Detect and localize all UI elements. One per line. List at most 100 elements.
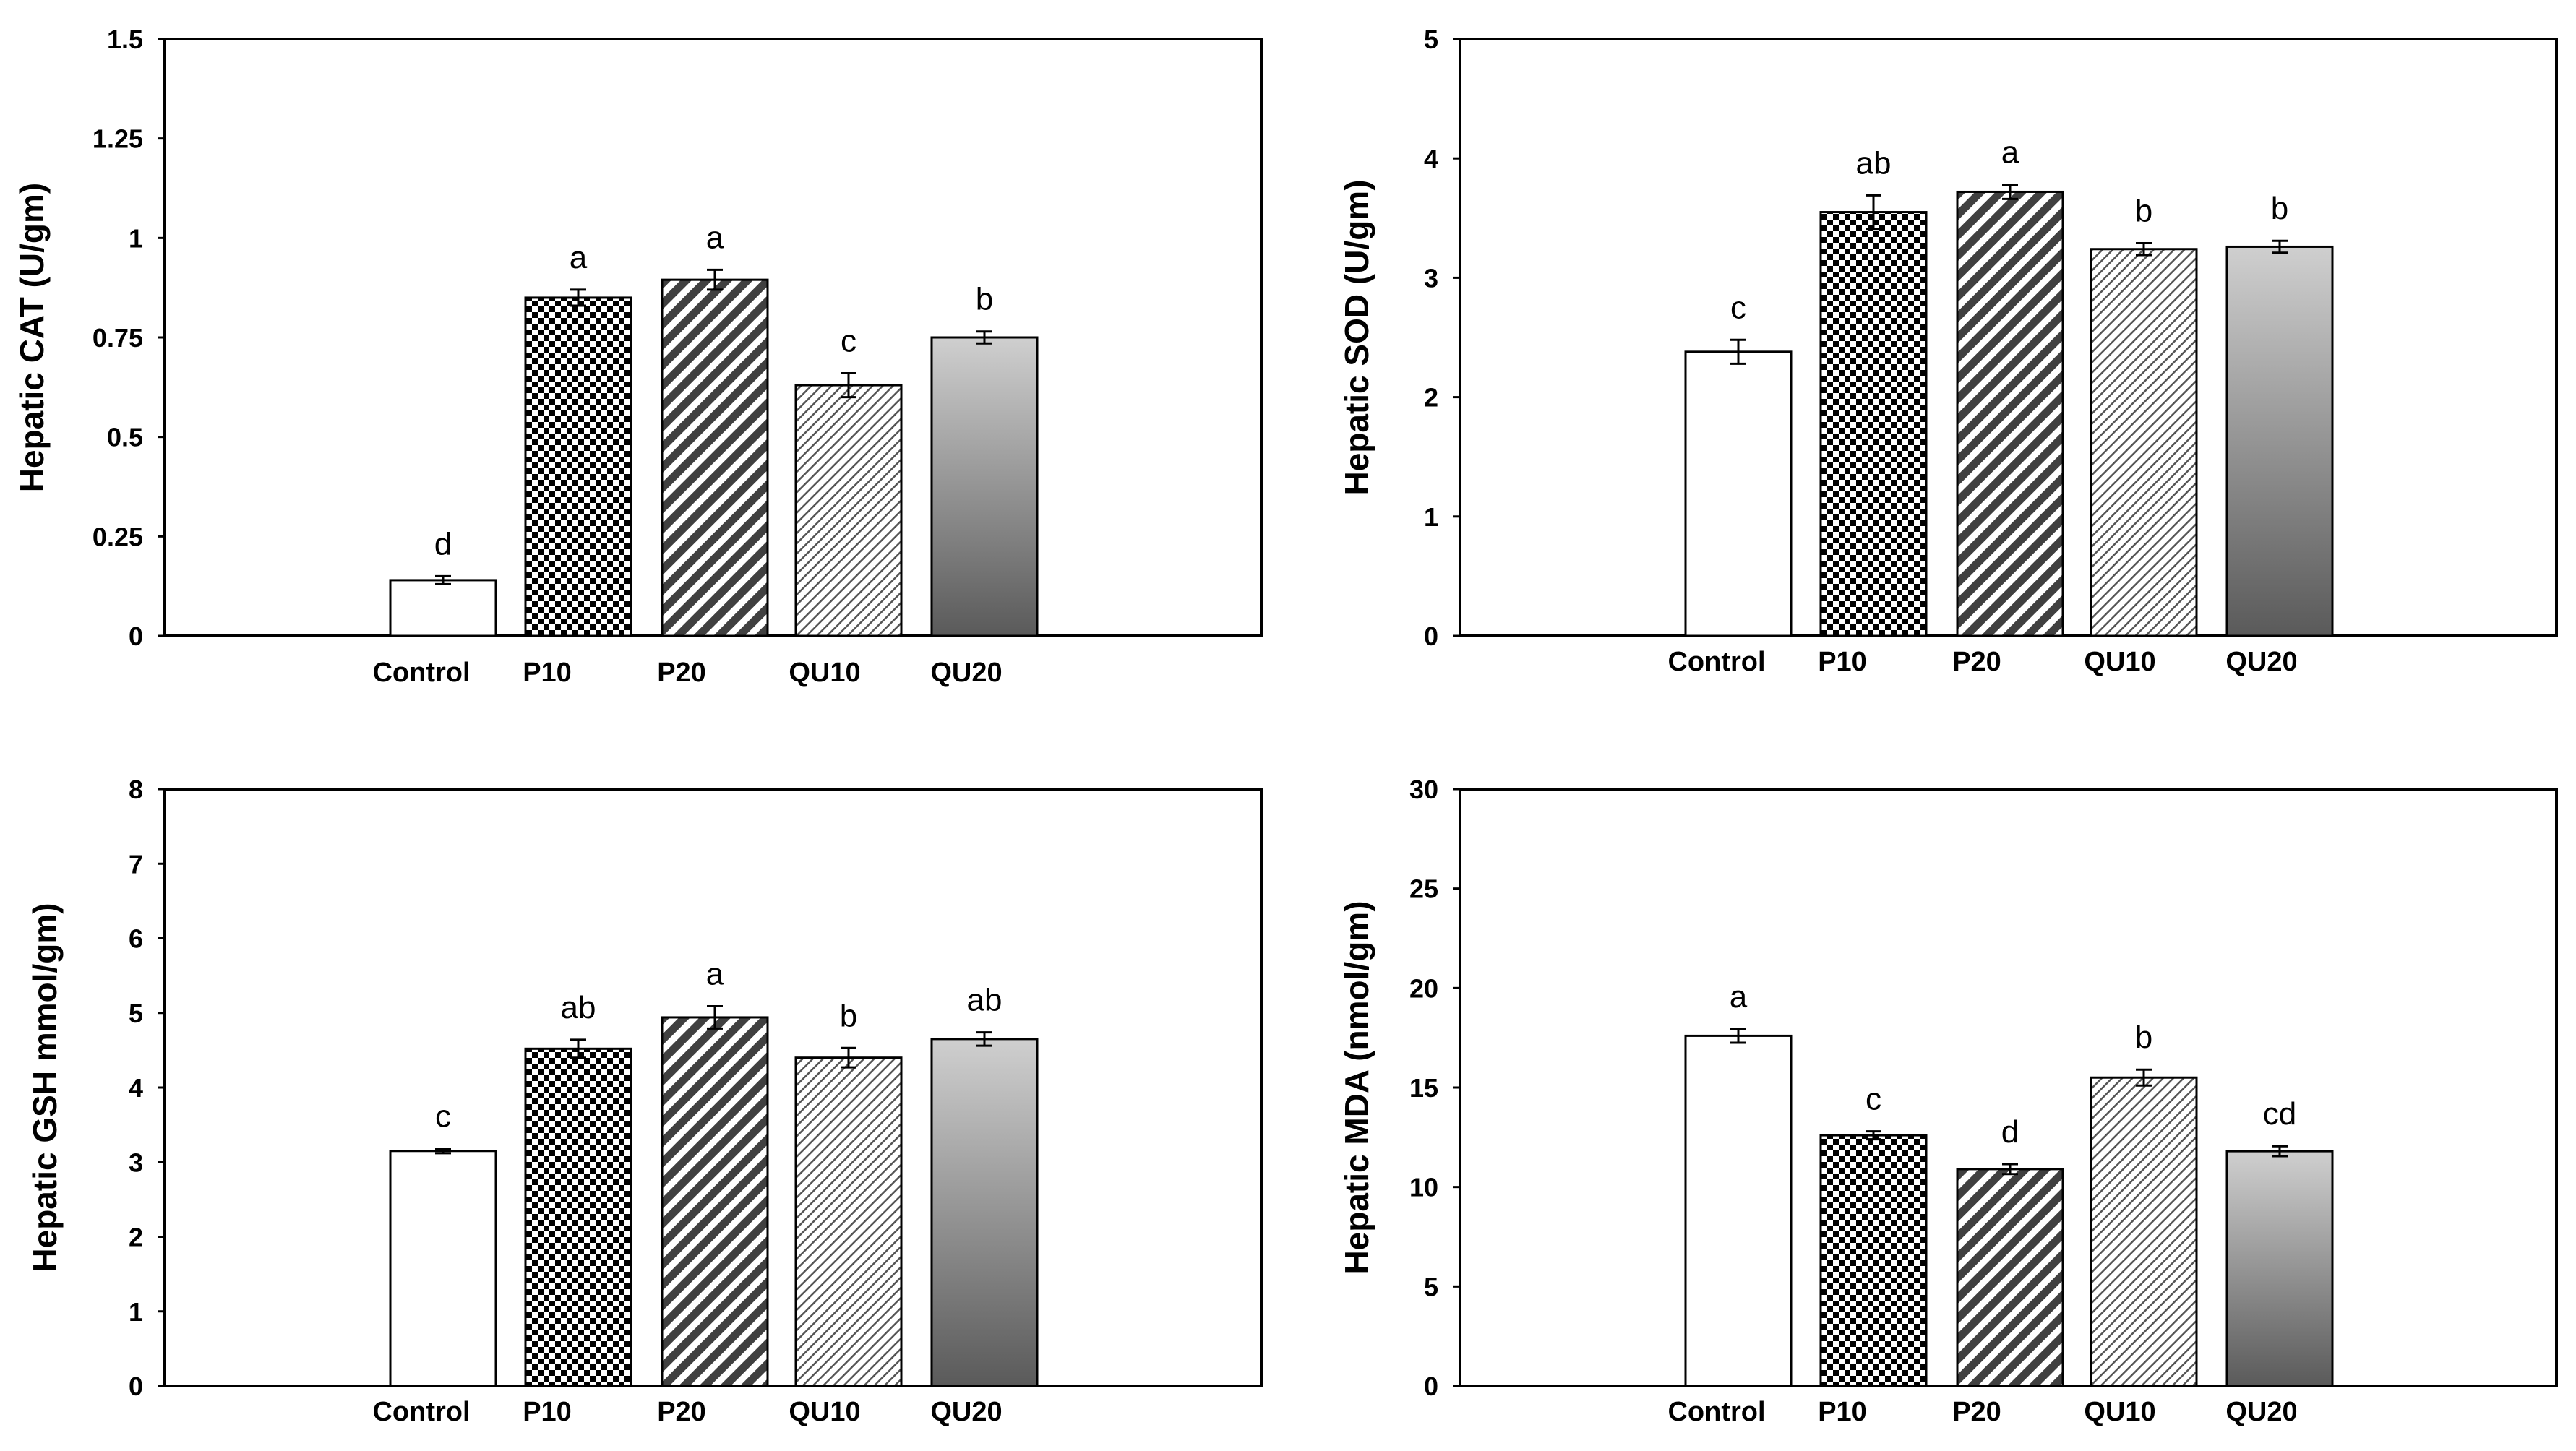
x-category-label: Control (1667, 647, 1765, 677)
y-axis-title: Hepatic CAT (U/gm) (13, 183, 51, 493)
y-tick-label: 3 (1424, 263, 1438, 293)
x-category-label: QU10 (2084, 1397, 2155, 1427)
y-tick-label: 4 (1424, 144, 1438, 173)
bar-control (1684, 1034, 1793, 1387)
x-category-label: QU20 (2225, 647, 2297, 677)
y-tick-label: 1.5 (107, 25, 143, 54)
significance-letter: b (2271, 191, 2288, 226)
y-axis-title: Hepatic MDA (nmol/gm) (1338, 900, 1375, 1274)
x-category-label: P10 (523, 658, 572, 688)
significance-letter: a (1730, 979, 1748, 1015)
significance-letter: a (570, 240, 588, 275)
x-category-label: P20 (657, 1397, 706, 1427)
x-category-label: QU20 (2225, 1397, 2297, 1427)
y-tick-label: 2 (1424, 383, 1438, 413)
bar-p10 (1819, 1134, 1928, 1387)
y-tick-label: 0 (1424, 1372, 1438, 1401)
bar-p20 (1956, 190, 2064, 637)
y-tick-label: 5 (1424, 1272, 1438, 1301)
significance-letter: cd (2263, 1096, 2296, 1132)
significance-letter: ab (561, 990, 596, 1025)
bar-p20 (1956, 1168, 2064, 1387)
y-tick-label: 3 (129, 1148, 143, 1177)
y-tick-label: 8 (129, 775, 143, 804)
bar-qu20 (2225, 245, 2334, 637)
error-bar (2002, 1163, 2018, 1176)
y-axis-title: Hepatic GSH mmol/gm) (26, 903, 64, 1272)
bar-control (389, 1150, 497, 1387)
bar-control (389, 579, 497, 637)
x-category-label: QU10 (789, 1397, 860, 1427)
bar-p10 (524, 296, 632, 637)
error-bar (2272, 1145, 2288, 1158)
y-tick-label: 20 (1409, 973, 1438, 1003)
bar-qu10 (2090, 248, 2198, 637)
bar-p20 (661, 278, 769, 637)
panel-hepatic-mda: 0 5 10 15 20 25 30 Hepatic MDA (nmol/gm) a Contro… (1338, 775, 2558, 1427)
y-tick-label: 5 (129, 999, 143, 1028)
y-tick-label: 15 (1409, 1073, 1438, 1103)
y-tick-label: 6 (129, 924, 143, 954)
error-bar (1866, 194, 1881, 231)
error-bar (841, 1046, 856, 1069)
significance-letter: d (434, 526, 452, 561)
x-category-label: P10 (1818, 1397, 1867, 1427)
y-tick-label: 10 (1409, 1173, 1438, 1202)
bar-qu20 (2225, 1150, 2334, 1387)
error-bar (435, 574, 451, 585)
error-bar (2136, 1068, 2152, 1087)
bar-qu10 (794, 384, 903, 637)
x-category-label: Control (372, 658, 470, 688)
y-tick-label: 1 (129, 1297, 143, 1327)
x-category-label: QU20 (930, 658, 1002, 688)
significance-letter: a (706, 220, 724, 255)
y-tick-label: 0 (129, 1372, 143, 1401)
significance-letter: c (1866, 1082, 1881, 1117)
error-bar (570, 288, 586, 307)
y-tick-label: 1 (1424, 502, 1438, 532)
bar-qu20 (930, 1038, 1039, 1387)
error-bar (2272, 239, 2288, 254)
y-tick-label: 0 (1424, 621, 1438, 651)
error-bar (707, 1004, 723, 1030)
bar-qu10 (794, 1056, 903, 1387)
significance-letter: c (1730, 290, 1746, 325)
x-category-label: P10 (523, 1397, 572, 1427)
y-tick-label: 0.75 (93, 323, 143, 353)
x-category-label: Control (372, 1397, 470, 1427)
error-bar (976, 330, 992, 345)
error-bar (976, 1031, 992, 1047)
y-tick-label: 1 (129, 223, 143, 253)
bar-p10 (524, 1047, 632, 1387)
x-category-label: P20 (1952, 1397, 2001, 1427)
y-tick-label: 2 (129, 1223, 143, 1252)
y-axis-title: Hepatic SOD (U/gm) (1338, 179, 1375, 495)
error-bar (435, 1148, 451, 1155)
y-tick-label: 1.25 (93, 124, 143, 154)
error-bar (2002, 184, 2018, 200)
error-bar (1730, 338, 1746, 365)
x-category-label: QU10 (2084, 647, 2155, 677)
y-tick-label: 25 (1409, 874, 1438, 904)
error-bar (1866, 1130, 1881, 1141)
x-category-label: P20 (1952, 647, 2001, 677)
y-tick-label: 0 (129, 621, 143, 651)
error-bar (1730, 1028, 1746, 1044)
error-bar (707, 268, 723, 291)
bar-qu20 (930, 336, 1039, 637)
x-category-label: QU10 (789, 658, 860, 688)
significance-letter: a (2001, 135, 2019, 171)
panel-hepatic-cat: 0 0.25 0.5 0.75 1 1.25 1.5 Hepatic CAT (U/gm) d C… (13, 25, 1263, 688)
y-tick-label: 30 (1409, 775, 1438, 804)
significance-letter: c (435, 1099, 451, 1134)
error-bar (570, 1038, 586, 1059)
bar-p20 (661, 1016, 769, 1387)
significance-letter: b (2135, 1020, 2152, 1055)
x-category-label: Control (1667, 1397, 1765, 1427)
bar-p10 (1819, 211, 1928, 637)
significance-letter: c (841, 324, 856, 359)
significance-letter: b (976, 282, 993, 317)
significance-letter: ab (967, 983, 1003, 1018)
y-tick-label: 4 (129, 1073, 143, 1103)
